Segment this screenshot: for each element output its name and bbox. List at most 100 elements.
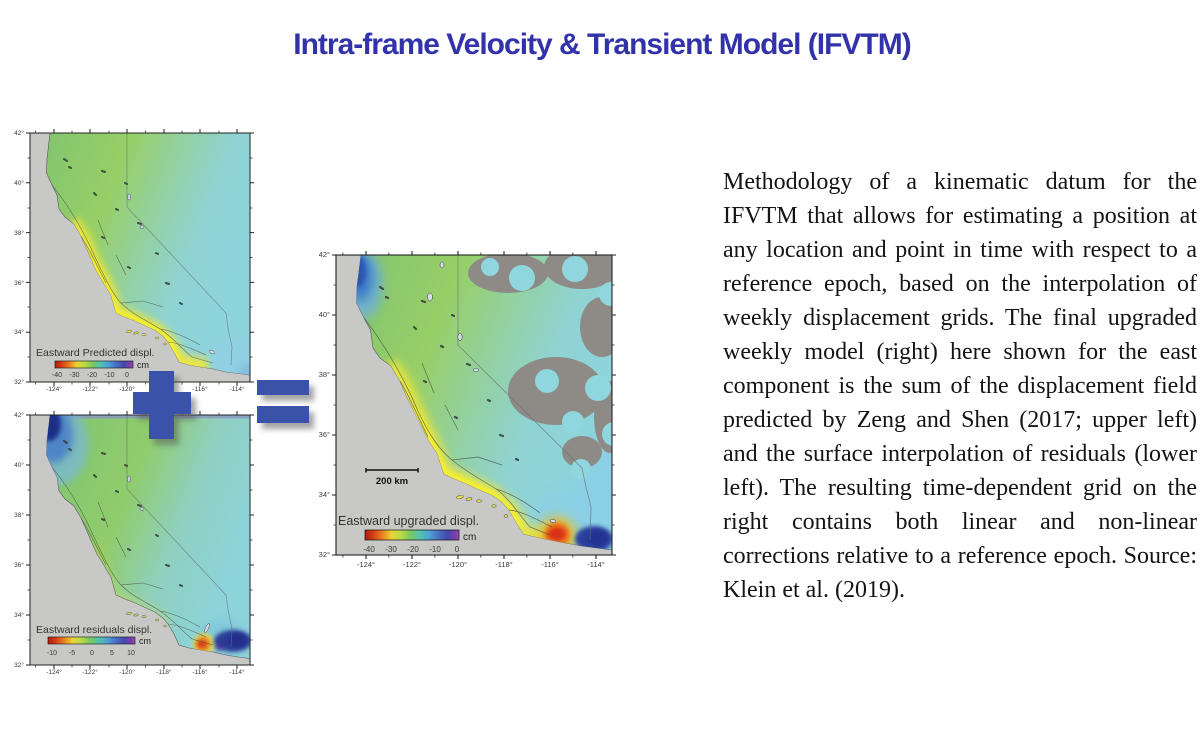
svg-text:-122°: -122°: [82, 385, 98, 393]
svg-text:-20: -20: [87, 372, 97, 379]
svg-text:36°: 36°: [14, 561, 24, 569]
colorbar-unit: cm: [137, 360, 149, 370]
terrain-specks: [63, 158, 183, 305]
channel-islands: [125, 611, 167, 628]
svg-text:38°: 38°: [14, 229, 24, 237]
svg-text:42°: 42°: [14, 129, 24, 137]
svg-text:32°: 32°: [14, 661, 24, 669]
colorbar: [54, 360, 134, 369]
svg-text:-120°: -120°: [119, 385, 135, 393]
salton-sea: [209, 350, 215, 354]
colorbar-ticks: -10 -5 0 5 10: [47, 650, 135, 657]
svg-text:-10: -10: [104, 372, 114, 379]
colorbar-ticks: -40 -30 -20 -10 0: [52, 372, 129, 379]
svg-text:38°: 38°: [319, 370, 330, 379]
svg-text:-120°: -120°: [119, 668, 135, 676]
north-edge-band: [46, 415, 250, 419]
terrain-specks: [63, 440, 183, 587]
svg-text:32°: 32°: [319, 550, 330, 559]
scale-bar-label: 200 km: [376, 476, 408, 487]
minor-ticks: [27, 130, 253, 385]
minor-ticks: [333, 252, 615, 558]
lake-tahoe: [126, 193, 131, 201]
svg-text:38°: 38°: [14, 511, 24, 519]
svg-text:-10: -10: [429, 545, 441, 554]
svg-text:42°: 42°: [319, 250, 330, 259]
major-ticks: [26, 411, 254, 669]
svg-text:-124°: -124°: [46, 385, 62, 393]
svg-text:34°: 34°: [14, 611, 24, 619]
svg-text:40°: 40°: [14, 179, 24, 187]
svg-text:-20: -20: [407, 545, 419, 554]
southeast-blue-area: [210, 339, 250, 375]
svg-text:-114°: -114°: [587, 560, 604, 569]
colorbar: [364, 529, 460, 541]
svg-text:36°: 36°: [319, 430, 330, 439]
svg-text:42°: 42°: [14, 411, 24, 419]
legend-predicted: Eastward Predicted displ. cm -40 -30 -20…: [36, 347, 154, 379]
map-upgraded-displacement: 42° 40° 38° 36° 34° 32° -124° -122° -120° -11…: [319, 250, 616, 569]
svg-text:0: 0: [90, 650, 94, 657]
svg-text:-116°: -116°: [541, 560, 558, 569]
svg-text:-118°: -118°: [156, 668, 172, 676]
svg-text:-114°: -114°: [229, 385, 245, 393]
svg-text:-116°: -116°: [192, 385, 208, 393]
lakes: [427, 261, 557, 524]
svg-text:-116°: -116°: [192, 668, 208, 676]
colorbar-ticks: -40 -30 -20 -10 0: [363, 545, 460, 554]
scale-bar: 200 km: [365, 468, 419, 487]
svg-text:0: 0: [455, 545, 460, 554]
svg-text:-124°: -124°: [357, 560, 375, 569]
colorbar: [47, 636, 136, 645]
svg-text:36°: 36°: [14, 279, 24, 287]
svg-text:-10: -10: [47, 650, 57, 657]
svg-text:-118°: -118°: [495, 560, 512, 569]
legend-upgraded: Eastward upgraded displ. cm -40 -30 -20 …: [338, 514, 479, 554]
latitude-labels: 42° 40° 38° 36° 34° 32°: [319, 250, 330, 559]
svg-text:-30: -30: [69, 372, 79, 379]
fault-lines: [363, 255, 592, 541]
svg-text:-40: -40: [363, 545, 375, 554]
longitude-labels: -124° -122° -120° -118° -116° -114°: [357, 560, 605, 569]
svg-text:-122°: -122°: [82, 668, 98, 676]
channel-islands: [125, 329, 167, 346]
scale-bar-line: [365, 468, 419, 473]
svg-text:-30: -30: [385, 545, 397, 554]
fault-lines: [51, 415, 233, 648]
plus-icon: [133, 371, 191, 439]
salton-sea: [204, 623, 210, 633]
residual-hotspot-red: [197, 640, 207, 648]
figure-caption: Methodology of a kinematic datum for the…: [723, 169, 1197, 603]
page-title: Intra-frame Velocity & Transient Model (…: [293, 28, 911, 61]
colorbar-unit: cm: [463, 532, 476, 543]
svg-text:34°: 34°: [14, 328, 24, 336]
svg-text:40°: 40°: [14, 461, 24, 469]
legend-title: Eastward residuals displ.: [36, 624, 152, 636]
svg-text:0: 0: [125, 372, 129, 379]
svg-text:-114°: -114°: [229, 668, 245, 676]
legend-title: Eastward upgraded displ.: [338, 514, 479, 528]
svg-text:-124°: -124°: [46, 668, 62, 676]
svg-text:-40: -40: [52, 372, 62, 379]
svg-text:34°: 34°: [319, 490, 330, 499]
equals-icon: [257, 380, 309, 423]
nodata-cyan-circles: [481, 256, 612, 479]
lake-tahoe: [126, 475, 131, 483]
map-residuals-displacement: 42° 40° 38° 36° 34° 32° -124° -122° -120° -11…: [14, 411, 254, 676]
svg-text:10: 10: [127, 650, 135, 657]
svg-text:40°: 40°: [319, 310, 330, 319]
upgraded-hotspot-red: [548, 527, 566, 541]
mono-lake: [139, 225, 145, 229]
terrain-specks: [378, 285, 520, 462]
major-ticks: [332, 251, 616, 559]
displacement-overlays: [356, 255, 612, 550]
map-predicted-displacement: 42° 40° 38° 36° 34° 32° -124° -122° -120° -11…: [14, 129, 254, 393]
legend-residuals: Eastward residuals displ. cm -10 -5 0 5 …: [36, 624, 152, 657]
mono-lake: [139, 507, 145, 511]
major-ticks: [26, 129, 254, 386]
svg-text:-122°: -122°: [403, 560, 421, 569]
displacement-overlays: [46, 415, 250, 655]
svg-text:5: 5: [110, 650, 114, 657]
fault-lines: [51, 133, 233, 366]
